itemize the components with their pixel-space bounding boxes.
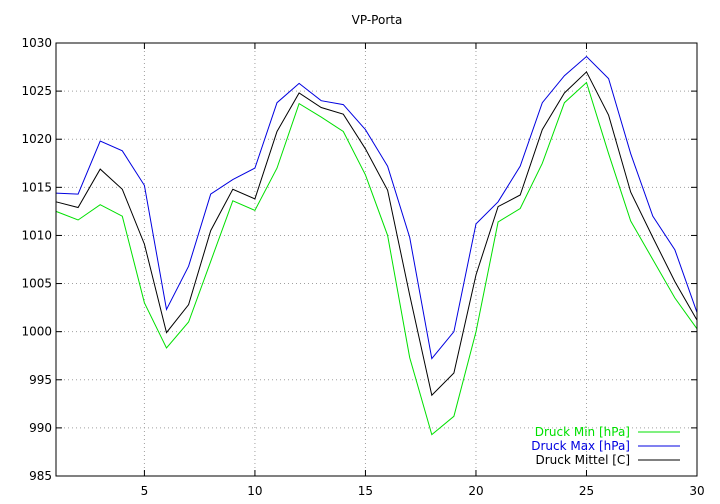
y-tick-label: 1015 — [21, 180, 52, 194]
y-tick-label: 1025 — [21, 84, 52, 98]
plot-frame — [55, 42, 698, 477]
y-tick-label: 1020 — [21, 132, 52, 146]
y-tick-label: 1030 — [21, 36, 52, 50]
y-tick-label: 1005 — [21, 277, 52, 291]
chart-title: VP-Porta — [352, 13, 403, 27]
grid-lines — [56, 43, 697, 476]
y-tick-label: 990 — [29, 421, 52, 435]
legend-label: Druck Mittel [C] — [535, 453, 630, 467]
legend: Druck Min [hPa]Druck Max [hPa]Druck Mitt… — [531, 425, 680, 467]
x-tick-label: 25 — [579, 484, 594, 498]
legend-label: Druck Max [hPa] — [531, 439, 630, 453]
x-tick-label: 30 — [689, 484, 704, 498]
x-tick-label: 15 — [358, 484, 373, 498]
y-tick-label: 1010 — [21, 228, 52, 242]
x-tick-label: 20 — [468, 484, 483, 498]
y-tick-label: 985 — [29, 469, 52, 483]
y-tick-label: 1000 — [21, 325, 52, 339]
series-line-1 — [55, 55, 698, 360]
x-tick-label: 10 — [247, 484, 262, 498]
series-line-2 — [55, 71, 698, 397]
y-tick-label: 995 — [29, 373, 52, 387]
series-lines — [55, 55, 698, 436]
x-tick-label: 5 — [141, 484, 149, 498]
series-line-0 — [55, 81, 698, 436]
legend-label: Druck Min [hPa] — [535, 425, 630, 439]
